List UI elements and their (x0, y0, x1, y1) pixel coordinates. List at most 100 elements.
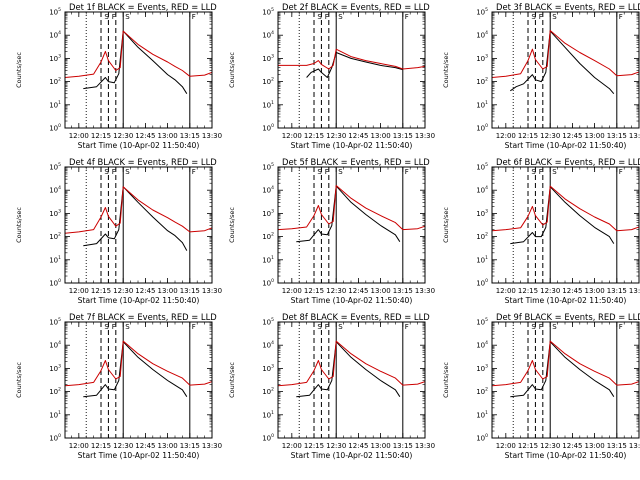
y-tick-label: 101 (262, 100, 274, 110)
y-axis-label: Counts/sec (15, 52, 23, 88)
marker-label: S (531, 323, 536, 331)
x-axis-label: Start Time (10-Apr-02 11:50:40) (505, 451, 627, 460)
x-tick-label: 12:30 (326, 442, 346, 450)
x-tick-label: 13:30 (202, 287, 222, 295)
y-tick-label: 105 (49, 7, 61, 17)
x-tick-label: 13:15 (180, 132, 200, 140)
y-tick-label: 101 (476, 255, 488, 265)
marker-label: F (619, 168, 623, 176)
marker-label: S (104, 323, 109, 331)
marker-label: S (552, 13, 557, 21)
x-tick-label: 12:45 (135, 132, 155, 140)
x-tick-label: 12:00 (69, 287, 89, 295)
events-series-line (296, 341, 401, 398)
events-series-line (83, 186, 188, 251)
y-tick-label: 101 (49, 100, 61, 110)
y-tick-label: 100 (49, 433, 61, 443)
y-tick-label: 103 (476, 53, 488, 63)
x-tick-label: 12:30 (113, 442, 133, 450)
y-tick-label: 102 (476, 77, 488, 87)
x-tick-label: 12:15 (304, 442, 324, 450)
x-tick-label: 13:30 (629, 132, 640, 140)
y-tick-label: 101 (49, 410, 61, 420)
marker-label: F (539, 168, 543, 176)
marker-label: F (405, 168, 409, 176)
y-tick-label: 103 (476, 208, 488, 218)
x-axis-label: Start Time (10-Apr-02 11:50:40) (505, 141, 627, 150)
y-tick-label: 101 (262, 255, 274, 265)
x-tick-label: 12:15 (518, 287, 538, 295)
x-tick-label: 12:30 (113, 287, 133, 295)
marker-label: S (125, 13, 130, 21)
detector-panel: Det 1f BLACK = Events, RED = LLD Counts/s… (15, 2, 222, 150)
y-tick-label: 103 (49, 208, 61, 218)
x-tick-label: 12:15 (304, 287, 324, 295)
marker-label: S (317, 168, 322, 176)
y-tick-label: 101 (476, 100, 488, 110)
x-tick-label: 12:30 (113, 132, 133, 140)
x-tick-label: 12:45 (348, 442, 368, 450)
marker-label: F (539, 13, 543, 21)
x-tick-label: 12:00 (496, 442, 516, 450)
lld-series-line (278, 340, 425, 387)
x-tick-label: 13:15 (607, 132, 627, 140)
x-tick-label: 13:00 (158, 442, 178, 450)
lld-series-line (65, 186, 212, 234)
x-tick-label: 12:45 (562, 442, 582, 450)
marker-label: S (338, 323, 343, 331)
marker-label: F (539, 323, 543, 331)
detector-panel: Det 7f BLACK = Events, RED = LLD Counts/s… (15, 312, 222, 460)
x-tick-label: 12:00 (496, 132, 516, 140)
y-axis-label: Counts/sec (15, 362, 23, 398)
marker-label: F (112, 13, 116, 21)
lld-series-line (492, 30, 639, 78)
x-tick-label: 13:15 (393, 287, 413, 295)
lld-series-line (492, 340, 639, 387)
y-tick-label: 104 (49, 340, 61, 350)
x-tick-label: 13:15 (180, 442, 200, 450)
marker-label: S (104, 13, 109, 21)
events-series-line (510, 341, 615, 398)
plot-frame (64, 166, 213, 284)
x-tick-label: 12:00 (69, 442, 89, 450)
panel-title: Det 9f BLACK = Events, RED = LLD (496, 312, 640, 322)
x-tick-label: 13:30 (415, 287, 435, 295)
y-tick-label: 101 (262, 410, 274, 420)
x-tick-label: 12:15 (91, 132, 111, 140)
y-tick-label: 104 (262, 185, 274, 195)
x-tick-label: 13:15 (180, 287, 200, 295)
panel-title: Det 3f BLACK = Events, RED = LLD (496, 2, 640, 12)
y-tick-label: 103 (262, 53, 274, 63)
plot-frame (277, 166, 426, 284)
y-tick-label: 100 (262, 123, 274, 133)
marker-label: F (405, 323, 409, 331)
x-tick-label: 12:30 (540, 442, 560, 450)
y-tick-label: 102 (49, 77, 61, 87)
detector-panel: Det 5f BLACK = Events, RED = LLD Counts/s… (228, 157, 435, 305)
x-tick-label: 13:00 (158, 132, 178, 140)
detector-panel: Det 3f BLACK = Events, RED = LLD Counts/s… (442, 2, 640, 150)
x-axis-label: Start Time (10-Apr-02 11:50:40) (291, 141, 413, 150)
y-axis-label: Counts/sec (15, 207, 23, 243)
x-tick-label: 12:45 (135, 442, 155, 450)
x-tick-label: 12:45 (348, 287, 368, 295)
x-tick-label: 12:00 (69, 132, 89, 140)
y-tick-label: 104 (262, 340, 274, 350)
x-tick-label: 13:00 (585, 442, 605, 450)
x-tick-label: 12:00 (496, 287, 516, 295)
y-tick-label: 102 (476, 387, 488, 397)
x-tick-label: 12:15 (91, 287, 111, 295)
marker-label: S (104, 168, 109, 176)
x-tick-label: 12:00 (282, 442, 302, 450)
x-tick-label: 12:45 (562, 132, 582, 140)
x-tick-label: 12:00 (282, 132, 302, 140)
x-tick-label: 12:15 (518, 132, 538, 140)
lld-series-line (65, 30, 212, 78)
y-axis-label: Counts/sec (442, 207, 450, 243)
y-tick-label: 105 (49, 317, 61, 327)
y-tick-label: 102 (262, 232, 274, 242)
y-tick-label: 105 (262, 162, 274, 172)
y-tick-label: 103 (262, 363, 274, 373)
x-tick-label: 12:30 (326, 132, 346, 140)
